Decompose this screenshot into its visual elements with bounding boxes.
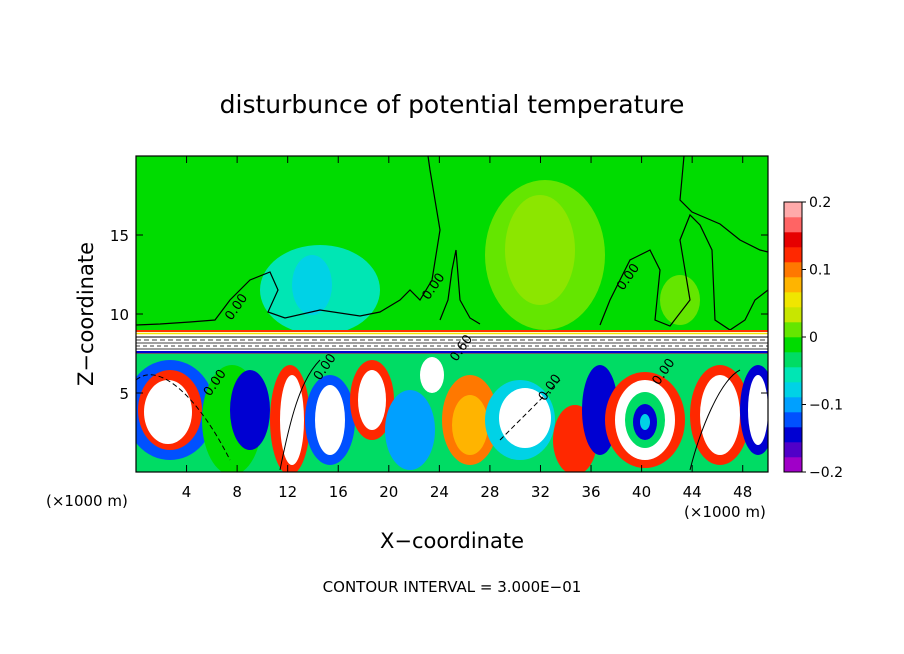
inversion-band bbox=[136, 330, 768, 352]
y-axis-label: Z−coordinate bbox=[74, 242, 98, 386]
x-tick-label: 40 bbox=[632, 483, 651, 501]
colorbar-segment bbox=[784, 412, 802, 428]
colorbar-tick-label: 0.2 bbox=[809, 195, 831, 211]
colorbar-tick-label: 0.1 bbox=[809, 263, 831, 279]
colorbar-segment bbox=[784, 427, 802, 443]
x-unit-right: (×1000 m) bbox=[684, 503, 766, 521]
y-tick-label: 15 bbox=[110, 227, 129, 245]
warm-patch-right bbox=[660, 275, 700, 325]
colorbar-segment bbox=[784, 217, 802, 233]
colorbar-segment bbox=[784, 457, 802, 473]
colorbar-segment bbox=[784, 322, 802, 338]
zero-contour-upper bbox=[136, 156, 441, 326]
colorbar-segment bbox=[784, 337, 802, 353]
x-tick-label: 48 bbox=[733, 483, 752, 501]
zero-contour-mid bbox=[439, 249, 481, 325]
y-tick-label: 5 bbox=[119, 385, 129, 403]
colorbar-segment bbox=[784, 292, 802, 308]
colorbar-segment bbox=[784, 352, 802, 368]
x-tick-label: 24 bbox=[430, 483, 449, 501]
x-tick-label: 20 bbox=[379, 483, 398, 501]
chart-title: disturbunce of potential temperature bbox=[220, 90, 685, 119]
colorbar-segment bbox=[784, 232, 802, 248]
contour-interval-note: CONTOUR INTERVAL = 3.000E−01 bbox=[323, 578, 582, 596]
colorbar-segment bbox=[784, 367, 802, 383]
x-axis-label: X−coordinate bbox=[380, 529, 524, 553]
colorbar-segment bbox=[784, 442, 802, 458]
colorbar-segment bbox=[784, 382, 802, 398]
x-tick-label: 32 bbox=[531, 483, 550, 501]
colorbar-segment bbox=[784, 307, 802, 323]
x-tick-label: 4 bbox=[182, 483, 192, 501]
colorbar-segment bbox=[784, 247, 802, 263]
colorbar-segment bbox=[784, 262, 802, 278]
zero-contour-top-right bbox=[679, 156, 768, 253]
colorbar-segment bbox=[784, 397, 802, 413]
warm-plume-core bbox=[505, 195, 575, 305]
colorbar-tick-label: −0.1 bbox=[809, 398, 843, 414]
x-tick-label: 36 bbox=[581, 483, 600, 501]
x-tick-label: 12 bbox=[278, 483, 297, 501]
x-tick-label: 28 bbox=[480, 483, 499, 501]
colorbar-tick-label: 0 bbox=[809, 330, 818, 346]
x-tick-label: 8 bbox=[232, 483, 242, 501]
y-axis: 5 10 15 bbox=[110, 227, 768, 403]
x-unit-left: (×1000 m) bbox=[46, 492, 128, 510]
x-tick-label: 16 bbox=[329, 483, 348, 501]
x-tick-label: 44 bbox=[683, 483, 702, 501]
colorbar: 0.2 0.1 0 −0.1 −0.2 bbox=[783, 195, 843, 481]
x-axis: 4 8 12 16 20 24 28 32 36 40 44 48 bbox=[182, 156, 752, 501]
colorbar-segment bbox=[784, 202, 802, 218]
colorbar-segment bbox=[784, 277, 802, 293]
y-tick-label: 10 bbox=[110, 306, 129, 324]
zero-contour-right bbox=[599, 213, 768, 331]
colorbar-tick-label: −0.2 bbox=[809, 465, 843, 481]
cool-patch-core bbox=[292, 255, 332, 315]
